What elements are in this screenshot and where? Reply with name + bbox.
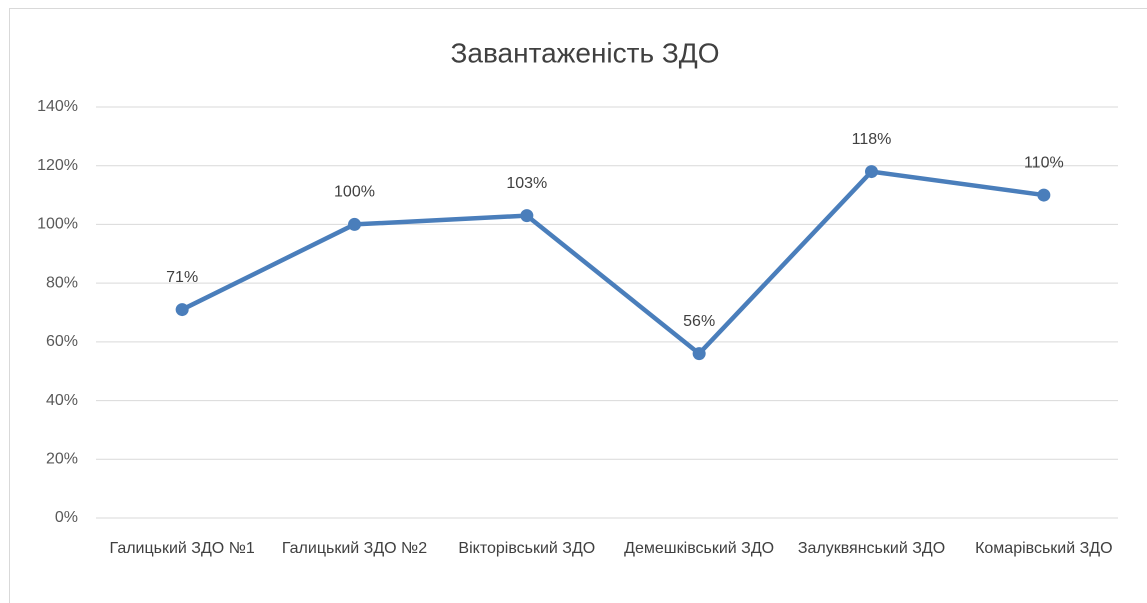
data-label: 110% (1024, 154, 1064, 171)
marker (520, 209, 534, 223)
marker (692, 347, 706, 361)
y-tick-label: 80% (46, 274, 78, 291)
data-label: 118% (852, 131, 892, 148)
data-label: 71% (166, 269, 198, 286)
y-tick-label: 100% (37, 216, 78, 233)
x-tick-label: Залуквянський ЗДО (797, 540, 946, 557)
marker (348, 217, 361, 231)
x-tick-label: Галицький ЗДО №2 (281, 540, 428, 557)
x-tick-label: Галицький ЗДО №1 (109, 540, 255, 557)
data-label: 100% (334, 184, 375, 201)
marker (865, 165, 878, 179)
marker (175, 303, 189, 317)
data-label: 56% (683, 313, 715, 330)
y-tick-label: 40% (46, 392, 78, 409)
y-tick-label: 0% (55, 509, 78, 526)
chart-border (9, 8, 1147, 603)
x-tick-label: Демешківський ЗДО (624, 540, 775, 557)
x-tick-label: Комарівський ЗДО (975, 540, 1113, 557)
y-tick-label: 120% (37, 157, 78, 174)
data-label: 103% (506, 175, 547, 192)
line (181, 169, 1045, 356)
marker (1037, 188, 1051, 202)
y-tick-label: 60% (46, 333, 78, 350)
y-tick-label: 20% (46, 451, 78, 468)
chart-title: Завантаженість ЗДО (451, 37, 720, 68)
y-tick-label: 140% (37, 98, 78, 115)
x-tick-label: Вікторівський ЗДО (458, 540, 596, 557)
